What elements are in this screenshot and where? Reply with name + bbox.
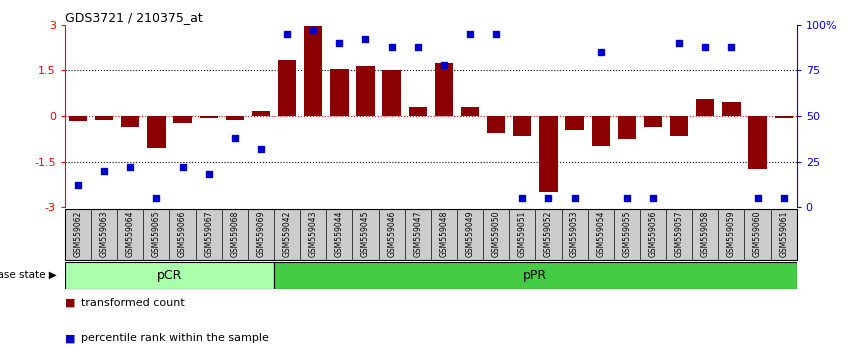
Point bbox=[254, 146, 268, 152]
Text: GSM559042: GSM559042 bbox=[282, 210, 292, 257]
Text: GSM559053: GSM559053 bbox=[570, 210, 579, 257]
Point bbox=[176, 164, 190, 170]
Bar bbox=[591, 116, 610, 146]
Text: GSM559048: GSM559048 bbox=[439, 210, 449, 257]
Point bbox=[672, 40, 686, 46]
Text: pCR: pCR bbox=[157, 269, 182, 282]
Point bbox=[71, 182, 85, 188]
Bar bbox=[95, 116, 113, 120]
Text: GSM559059: GSM559059 bbox=[727, 210, 736, 257]
Point bbox=[307, 27, 320, 33]
Text: GSM559058: GSM559058 bbox=[701, 210, 710, 257]
Text: GSM559055: GSM559055 bbox=[623, 210, 631, 257]
Point bbox=[515, 195, 529, 201]
Bar bbox=[252, 112, 270, 116]
Bar bbox=[121, 116, 139, 127]
Text: GSM559062: GSM559062 bbox=[74, 210, 82, 257]
Point bbox=[437, 62, 451, 68]
Bar bbox=[226, 116, 244, 120]
Bar bbox=[69, 116, 87, 121]
Bar bbox=[722, 102, 740, 116]
Point bbox=[725, 44, 739, 50]
Text: GSM559065: GSM559065 bbox=[152, 210, 161, 257]
Text: GSM559069: GSM559069 bbox=[256, 210, 266, 257]
Point bbox=[751, 195, 765, 201]
Point bbox=[410, 44, 424, 50]
Point bbox=[228, 135, 242, 141]
Bar bbox=[461, 107, 479, 116]
Bar bbox=[540, 116, 558, 192]
Point bbox=[777, 195, 791, 201]
Text: GSM559043: GSM559043 bbox=[309, 210, 318, 257]
Point bbox=[202, 171, 216, 177]
Bar bbox=[643, 116, 662, 127]
Bar bbox=[147, 116, 165, 148]
Text: GSM559054: GSM559054 bbox=[596, 210, 605, 257]
Point bbox=[281, 31, 294, 37]
Text: GSM559051: GSM559051 bbox=[518, 210, 527, 257]
Bar bbox=[383, 70, 401, 116]
Bar bbox=[274, 262, 797, 289]
Point bbox=[620, 195, 634, 201]
Bar bbox=[304, 26, 322, 116]
Bar bbox=[514, 116, 532, 136]
Point bbox=[385, 44, 398, 50]
Text: GSM559061: GSM559061 bbox=[779, 210, 788, 257]
Text: GSM559056: GSM559056 bbox=[649, 210, 657, 257]
Text: GSM559044: GSM559044 bbox=[335, 210, 344, 257]
Text: GSM559045: GSM559045 bbox=[361, 210, 370, 257]
Point bbox=[463, 31, 477, 37]
Bar bbox=[670, 116, 688, 136]
Bar bbox=[565, 116, 584, 130]
Text: pPR: pPR bbox=[523, 269, 547, 282]
Text: GSM559047: GSM559047 bbox=[413, 210, 423, 257]
Text: ■: ■ bbox=[65, 298, 75, 308]
Bar bbox=[435, 63, 453, 116]
Bar bbox=[199, 116, 218, 118]
Point bbox=[594, 49, 608, 55]
Bar bbox=[173, 116, 191, 122]
Bar bbox=[748, 116, 766, 169]
Point bbox=[123, 164, 137, 170]
Bar bbox=[278, 60, 296, 116]
Bar bbox=[617, 116, 636, 139]
Point bbox=[97, 168, 111, 173]
Bar bbox=[409, 107, 427, 116]
Text: GSM559068: GSM559068 bbox=[230, 210, 239, 257]
Bar bbox=[774, 116, 792, 118]
Text: GSM559049: GSM559049 bbox=[466, 210, 475, 257]
Bar bbox=[696, 99, 714, 116]
Bar bbox=[65, 262, 274, 289]
Bar bbox=[356, 66, 375, 116]
Bar bbox=[487, 116, 506, 133]
Text: transformed count: transformed count bbox=[81, 298, 184, 308]
Point bbox=[698, 44, 712, 50]
Point bbox=[567, 195, 581, 201]
Text: GSM559050: GSM559050 bbox=[492, 210, 501, 257]
Point bbox=[333, 40, 346, 46]
Point bbox=[541, 195, 555, 201]
Point bbox=[646, 195, 660, 201]
Point bbox=[489, 31, 503, 37]
Text: GSM559057: GSM559057 bbox=[675, 210, 683, 257]
Text: GSM559052: GSM559052 bbox=[544, 210, 553, 257]
Point bbox=[150, 195, 164, 201]
Text: GSM559066: GSM559066 bbox=[178, 210, 187, 257]
Point bbox=[359, 36, 372, 42]
Text: GSM559067: GSM559067 bbox=[204, 210, 213, 257]
Text: GDS3721 / 210375_at: GDS3721 / 210375_at bbox=[65, 11, 203, 24]
Text: GSM559064: GSM559064 bbox=[126, 210, 135, 257]
Text: GSM559046: GSM559046 bbox=[387, 210, 396, 257]
Text: ■: ■ bbox=[65, 333, 75, 343]
Text: disease state ▶: disease state ▶ bbox=[0, 270, 57, 280]
Bar bbox=[330, 69, 348, 116]
Text: percentile rank within the sample: percentile rank within the sample bbox=[81, 333, 268, 343]
Text: GSM559063: GSM559063 bbox=[100, 210, 108, 257]
Text: GSM559060: GSM559060 bbox=[753, 210, 762, 257]
